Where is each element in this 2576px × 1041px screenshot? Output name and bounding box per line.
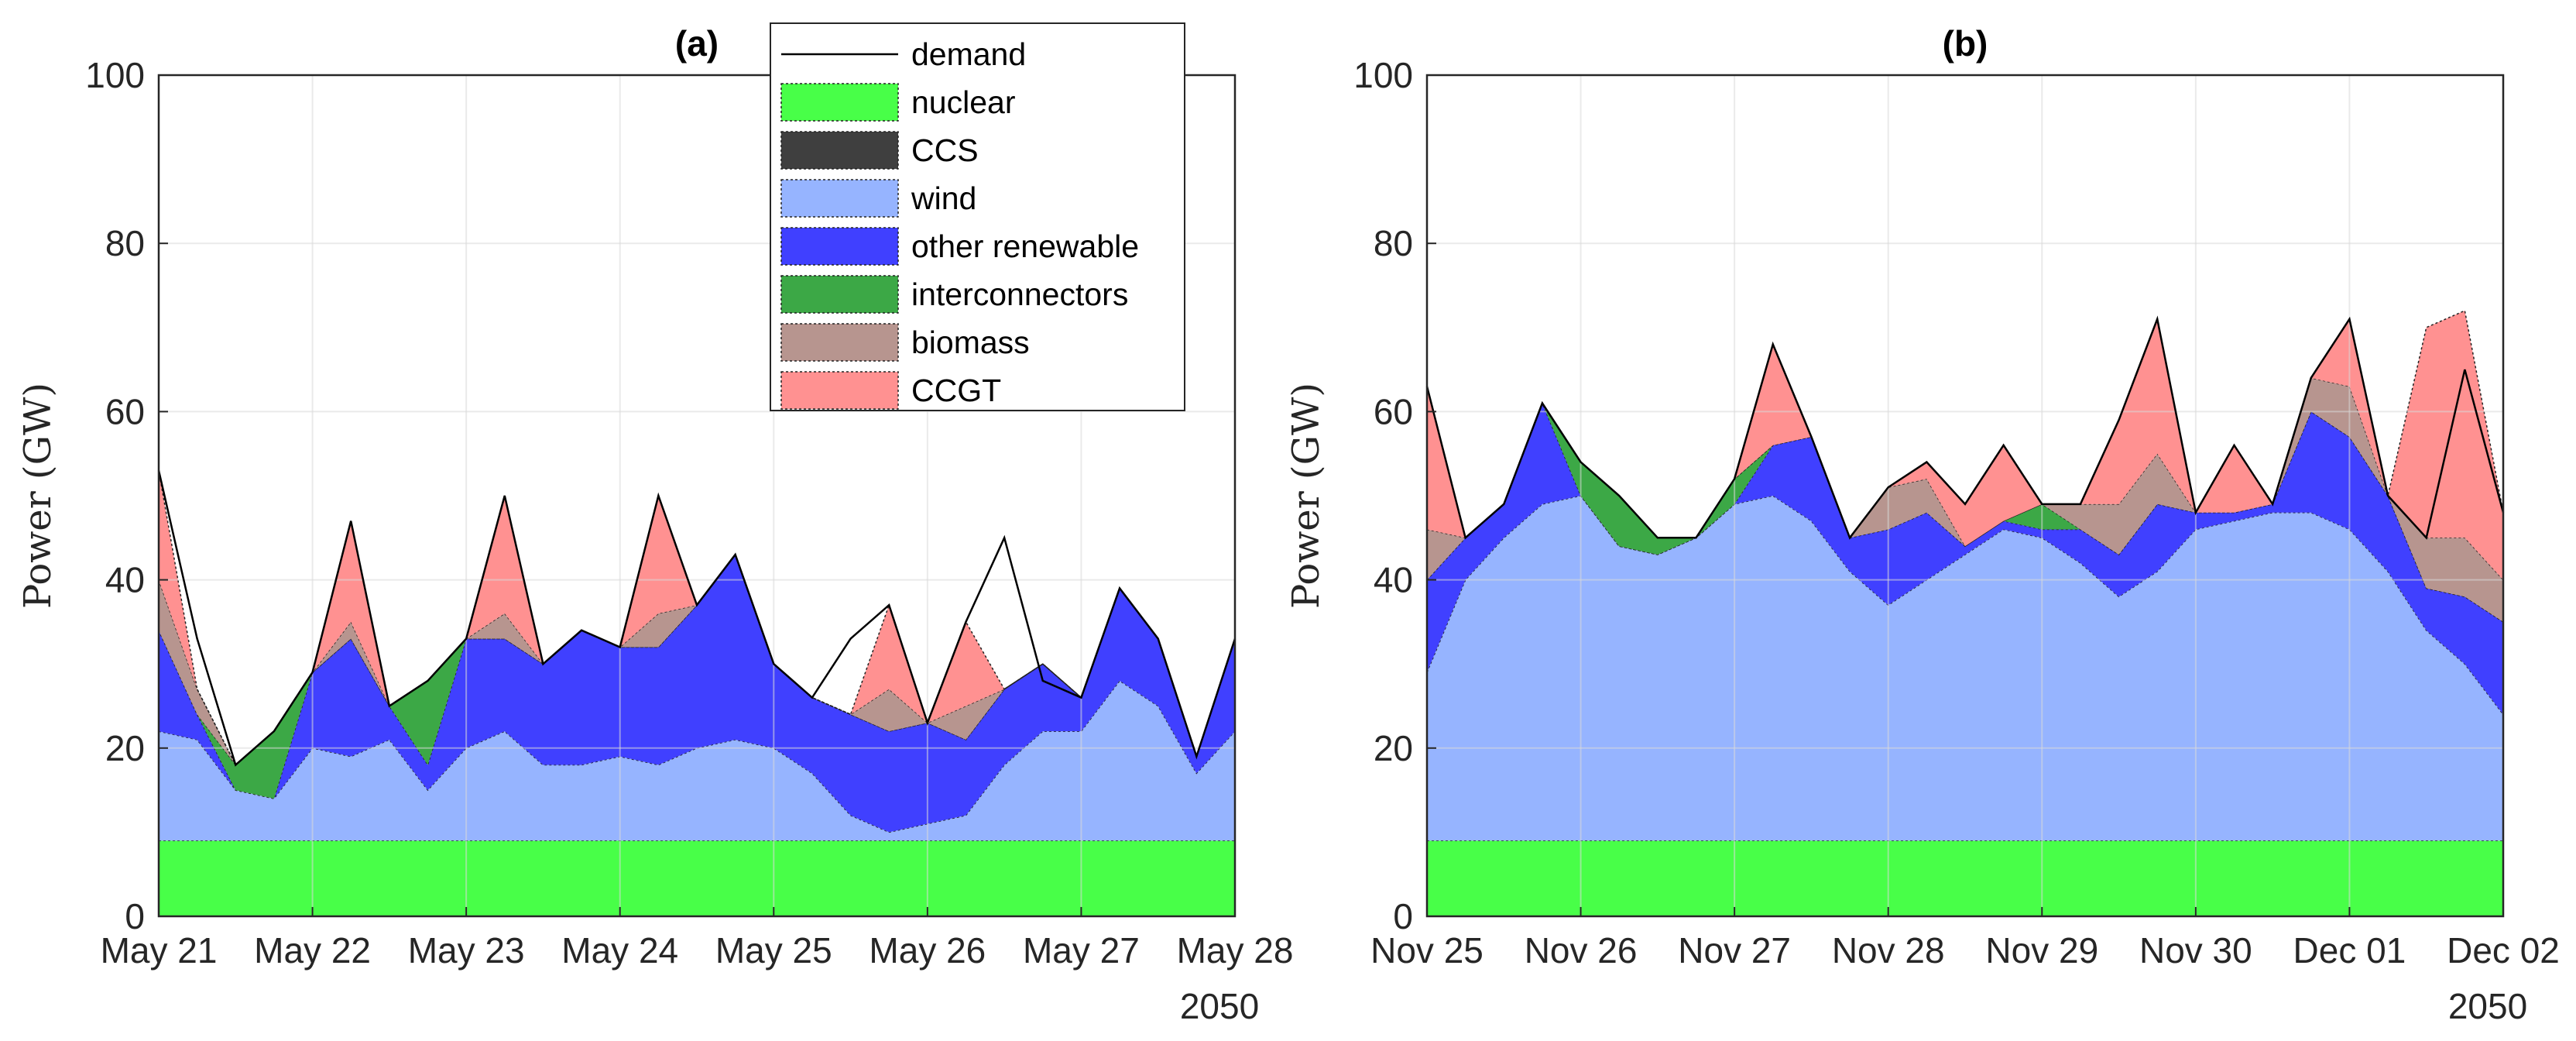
legend-swatch-other-renewable	[780, 227, 899, 266]
x-tick-label: Nov 30	[2139, 930, 2252, 971]
y-tick-label: 0	[1393, 896, 1413, 936]
y-tick-label: 60	[105, 391, 145, 431]
panel-title: (a)	[675, 23, 719, 64]
area-other-renewable	[159, 555, 1235, 833]
legend-label-nuclear: nuclear	[911, 84, 1015, 120]
x-tick-label: May 25	[715, 930, 832, 971]
x-tick-label: May 27	[1023, 930, 1140, 971]
panel-title: (b)	[1943, 23, 1988, 64]
area-biomass	[159, 555, 1235, 765]
y-axis-label: Power (GW)	[16, 383, 60, 609]
area-CCGT	[1427, 311, 2503, 580]
x-tick-label: Nov 26	[1525, 930, 1638, 971]
y-tick-label: 20	[105, 728, 145, 768]
chart-panel-b: 0 20 40 60 80 100 Nov 25 Nov 26 Nov 27 Nov 28 Nov …	[1285, 23, 2560, 1026]
legend: demand nuclear CCS wind other renewable inter…	[770, 22, 1185, 411]
y-tick-label: 60	[1374, 391, 1413, 431]
axes-box	[157, 74, 1237, 918]
demand-line	[157, 470, 1237, 767]
area-wind	[1427, 496, 2503, 841]
x-tick-label: Nov 27	[1678, 930, 1791, 971]
legend-label-other-renewable: other renewable	[911, 228, 1139, 264]
legend-swatch-CCS	[780, 131, 899, 170]
year-label: 2050	[1180, 986, 1259, 1026]
legend-label-biomass: biomass	[911, 325, 1030, 360]
area-other-renewable	[1427, 403, 2503, 715]
area-wind	[159, 680, 1235, 841]
legend-label-demand: demand	[911, 36, 1026, 72]
y-axis-label: Power (GW)	[1285, 383, 1328, 609]
x-tick-label: May 26	[869, 930, 986, 971]
area-CCGT	[159, 470, 1235, 765]
x-tick-label: May 21	[101, 930, 218, 971]
legend-label-wind: wind	[911, 180, 976, 216]
legend-swatch-wind	[780, 179, 899, 218]
y-tick-label: 0	[125, 896, 145, 936]
y-tick-label: 40	[105, 560, 145, 600]
year-label: 2050	[2448, 986, 2527, 1026]
x-tick-label: May 22	[254, 930, 371, 971]
legend-swatch-biomass	[780, 323, 899, 362]
y-tick-label: 40	[1374, 560, 1413, 600]
y-tick-label: 80	[1374, 223, 1413, 263]
x-tick-label: May 24	[561, 930, 678, 971]
y-tick-label: 80	[105, 223, 145, 263]
x-tick-label: May 23	[408, 930, 525, 971]
legend-swatch-CCGT	[780, 371, 899, 410]
x-tick-label: Nov 28	[1832, 930, 1945, 971]
area-interconnectors	[159, 555, 1235, 799]
x-tick-label: Nov 25	[1370, 930, 1484, 971]
x-tick-label: Dec 01	[2293, 930, 2406, 971]
legend-label-CCGT: CCGT	[911, 373, 1001, 408]
axes-box	[1425, 74, 2505, 918]
demand-line	[1425, 315, 2505, 540]
legend-label-CCS: CCS	[911, 132, 979, 168]
x-tick-label: Nov 29	[1985, 930, 2098, 971]
legend-swatch-nuclear	[780, 83, 899, 122]
y-tick-label: 100	[1353, 55, 1413, 95]
y-tick-label: 100	[85, 55, 145, 95]
area-nuclear	[159, 840, 1235, 916]
x-tick-label: Dec 02	[2447, 930, 2560, 971]
area-nuclear	[1427, 840, 2503, 916]
legend-swatch-interconnectors	[780, 275, 899, 314]
legend-label-interconnectors: interconnectors	[911, 277, 1128, 312]
x-tick-label: May 28	[1177, 930, 1294, 971]
y-tick-label: 20	[1374, 728, 1413, 768]
